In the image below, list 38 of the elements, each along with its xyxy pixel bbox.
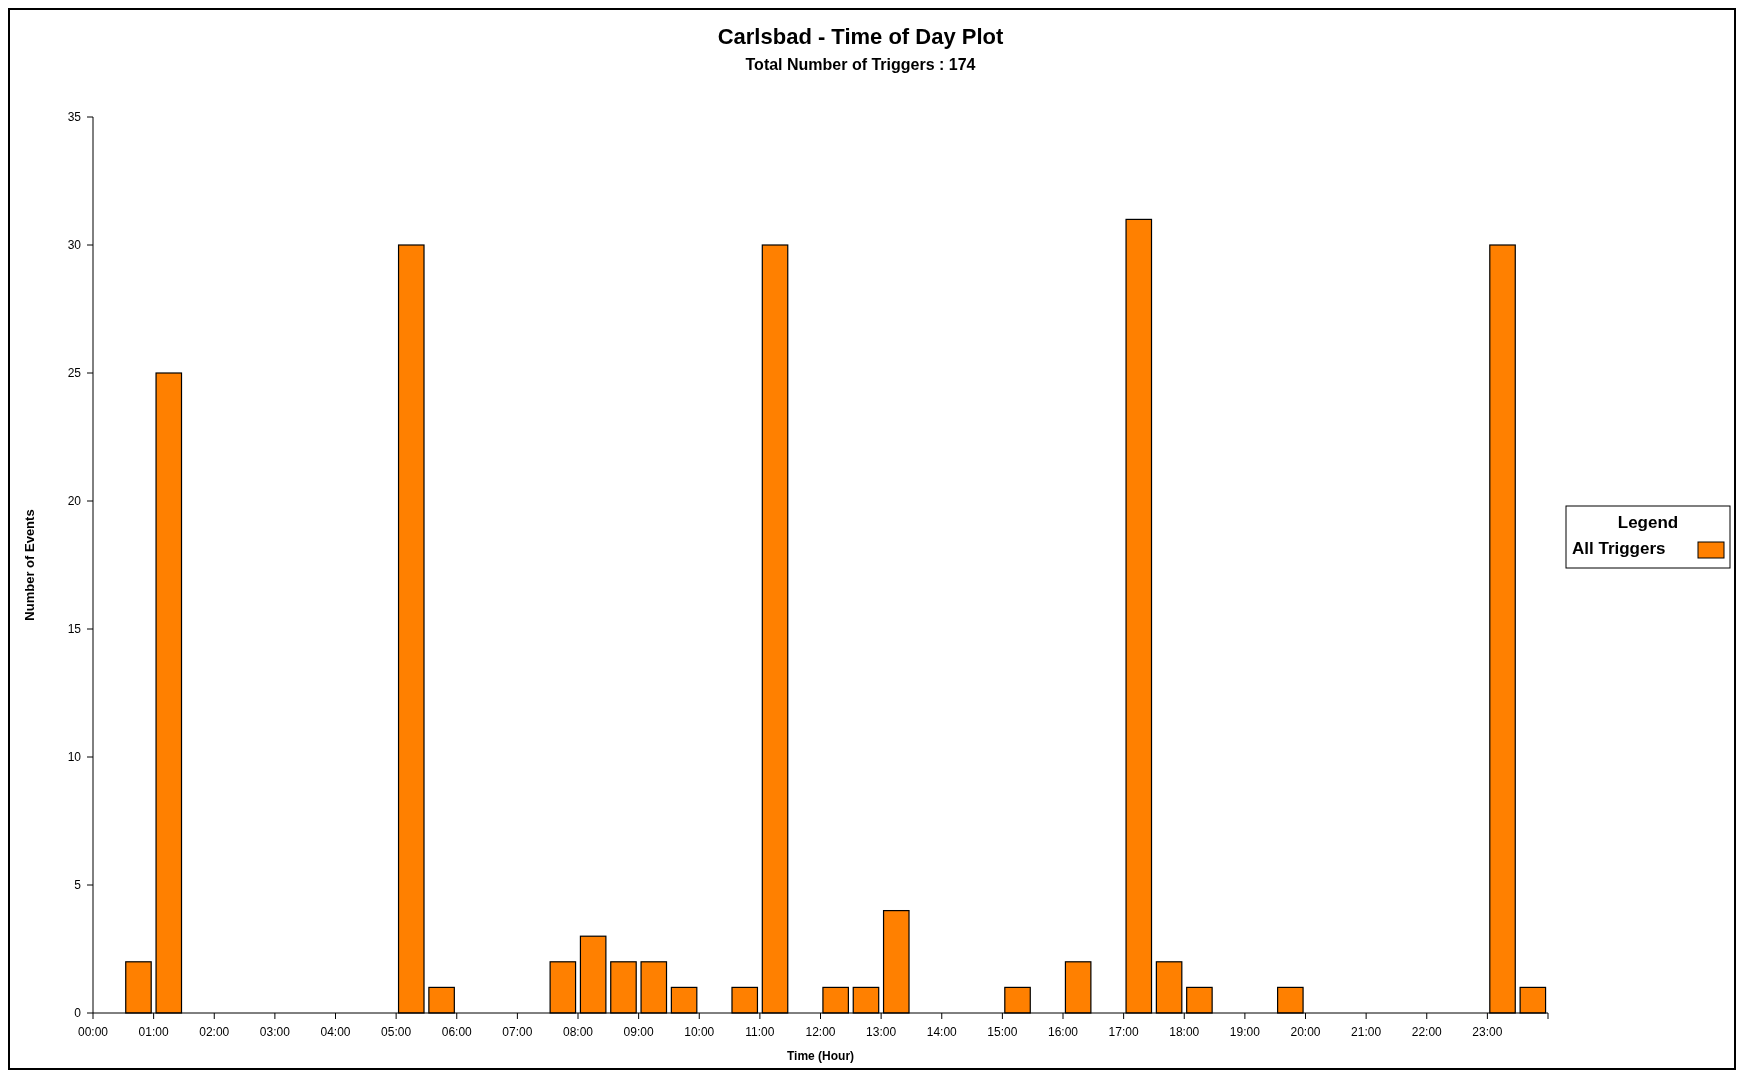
x-tick-label: 01:00: [138, 1025, 169, 1039]
x-tick-label: 10:00: [684, 1025, 715, 1039]
x-tick-label: 00:00: [77, 1025, 109, 1039]
x-tick-label: 19:00: [1229, 1025, 1261, 1039]
y-tick-label: 5: [74, 878, 82, 893]
y-tick-label: 0: [74, 1006, 82, 1021]
x-axis-title: Time (Hour): [786, 1049, 855, 1063]
x-tick-label: 04:00: [320, 1025, 351, 1039]
x-tick-label: 02:00: [199, 1025, 230, 1039]
x-tick-label: 20:00: [1290, 1025, 1321, 1039]
x-tick-label: 05:00: [381, 1025, 412, 1039]
y-tick-label: 30: [67, 238, 82, 253]
x-tick-label: 16:00: [1047, 1025, 1079, 1039]
x-tick-label: 18:00: [1169, 1025, 1200, 1039]
y-tick-label: 35: [67, 110, 82, 125]
x-tick-label: 13:00: [866, 1025, 897, 1039]
y-axis-title: Number of Events: [22, 509, 37, 621]
x-tick-label: 15:00: [987, 1025, 1018, 1039]
x-tick-label: 14:00: [926, 1025, 958, 1039]
x-tick-label: 08:00: [562, 1025, 594, 1039]
x-tick-label: 11:00: [745, 1025, 775, 1039]
chart-title: Carlsbad - Time of Day Plot: [717, 24, 1004, 49]
x-tick-label: 22:00: [1411, 1025, 1443, 1039]
x-tick-label: 23:00: [1472, 1025, 1503, 1039]
y-tick-label: 25: [67, 366, 82, 381]
legend-label: All Triggers: [1572, 539, 1666, 558]
y-tick-label: 20: [67, 494, 82, 509]
x-tick-label: 06:00: [441, 1025, 473, 1039]
x-tick-label: 07:00: [502, 1025, 533, 1039]
x-tick-label: 21:00: [1351, 1025, 1382, 1039]
x-tick-label: 09:00: [623, 1025, 654, 1039]
legend-title: Legend: [1617, 513, 1679, 532]
y-tick-label: 15: [67, 622, 82, 637]
x-tick-label: 17:00: [1108, 1025, 1139, 1039]
x-tick-label: 12:00: [805, 1025, 836, 1039]
chart-subtitle: Total Number of Triggers : 174: [745, 56, 976, 73]
x-tick-label: 03:00: [259, 1025, 291, 1039]
y-tick-label: 10: [67, 750, 82, 765]
